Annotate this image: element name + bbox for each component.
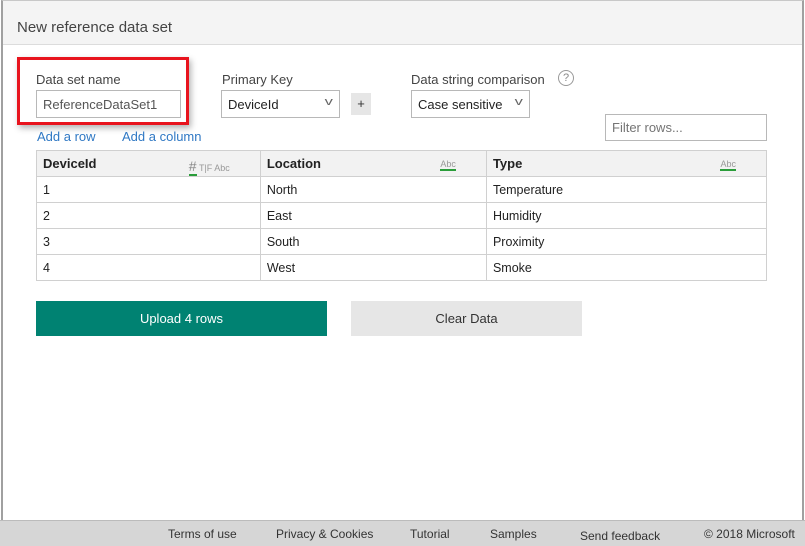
add-row-link[interactable]: Add a row bbox=[37, 129, 96, 144]
text-type-icon[interactable]: Abc bbox=[720, 159, 736, 171]
table-cell[interactable]: South bbox=[259, 228, 487, 255]
highlight-box bbox=[17, 57, 189, 125]
tutorial-link[interactable]: Tutorial bbox=[410, 527, 450, 541]
dataset-name-label: Data set name bbox=[36, 72, 121, 87]
primary-key-value: DeviceId bbox=[228, 96, 279, 112]
add-key-button[interactable]: + bbox=[351, 93, 371, 115]
header-label: DeviceId bbox=[43, 156, 97, 171]
table-cell[interactable]: Temperature bbox=[485, 176, 768, 203]
table-header-row: DeviceId # T|F Abc Location Abc Type Abc bbox=[36, 150, 768, 177]
samples-link[interactable]: Samples bbox=[490, 527, 537, 541]
help-icon[interactable]: ? bbox=[558, 70, 574, 86]
dialog-title: New reference data set bbox=[17, 19, 173, 36]
table-row: 1 North Temperature bbox=[36, 176, 768, 203]
header-label: Type bbox=[492, 156, 523, 171]
table-cell[interactable]: North bbox=[259, 176, 487, 203]
table-cell[interactable]: 4 bbox=[36, 254, 261, 281]
type-icons[interactable]: # T|F Abc bbox=[188, 158, 230, 176]
comparison-value: Case sensitive bbox=[418, 96, 503, 112]
title-bar: New reference data set bbox=[3, 1, 802, 45]
header-label: Location bbox=[266, 156, 321, 171]
comparison-select[interactable]: Case sensitive v bbox=[411, 90, 530, 118]
chevron-down-icon: v bbox=[324, 96, 333, 108]
terms-link[interactable]: Terms of use bbox=[168, 527, 237, 541]
table-row: 2 East Humidity bbox=[36, 202, 768, 229]
table-cell[interactable]: West bbox=[259, 254, 487, 281]
table-cell[interactable]: 3 bbox=[36, 228, 261, 255]
column-header[interactable]: DeviceId # T|F Abc bbox=[36, 150, 261, 177]
table-row: 3 South Proximity bbox=[36, 228, 768, 255]
column-header[interactable]: Type Abc bbox=[485, 150, 768, 177]
primary-key-select[interactable]: DeviceId v bbox=[221, 90, 340, 118]
table-cell[interactable]: 1 bbox=[36, 176, 261, 203]
table-cell[interactable]: 2 bbox=[36, 202, 261, 229]
copyright: © 2018 Microsoft bbox=[704, 527, 795, 541]
footer: Terms of use Privacy & Cookies Tutorial … bbox=[0, 520, 805, 546]
text-type-icon[interactable]: Abc bbox=[440, 159, 456, 171]
clear-data-button[interactable]: Clear Data bbox=[351, 301, 582, 336]
column-header[interactable]: Location Abc bbox=[259, 150, 487, 177]
text-icon: Abc bbox=[214, 163, 230, 173]
table-row: 4 West Smoke bbox=[36, 254, 768, 281]
table-cell[interactable]: East bbox=[259, 202, 487, 229]
table-cell[interactable]: Proximity bbox=[485, 228, 768, 255]
dataset-name-input[interactable]: ReferenceDataSet1 bbox=[36, 90, 181, 118]
privacy-link[interactable]: Privacy & Cookies bbox=[276, 527, 374, 541]
table-cell[interactable]: Smoke bbox=[485, 254, 768, 281]
comparison-label: Data string comparison bbox=[411, 72, 545, 87]
table-cell[interactable]: Humidity bbox=[485, 202, 768, 229]
add-column-link[interactable]: Add a column bbox=[122, 129, 202, 144]
primary-key-label: Primary Key bbox=[222, 72, 293, 87]
feedback-link[interactable]: Send feedback bbox=[580, 529, 661, 543]
dataset-name-value: ReferenceDataSet1 bbox=[43, 96, 158, 112]
chevron-down-icon: v bbox=[514, 96, 523, 108]
number-icon: # bbox=[188, 158, 197, 176]
filter-rows-input[interactable] bbox=[605, 114, 767, 141]
upload-button[interactable]: Upload 4 rows bbox=[36, 301, 327, 336]
boolean-icon: T|F bbox=[198, 163, 213, 173]
